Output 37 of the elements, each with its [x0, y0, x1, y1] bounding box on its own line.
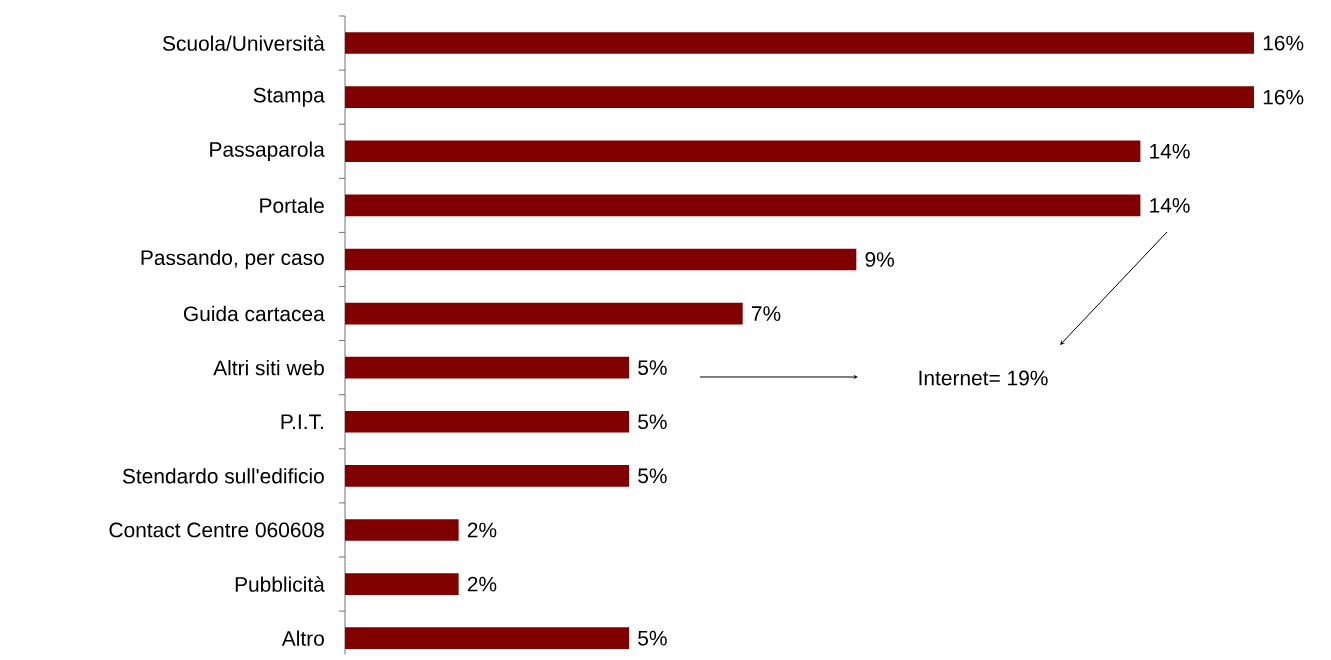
bar — [345, 248, 857, 271]
data-label: 16% — [1263, 35, 1304, 51]
data-label: 9% — [865, 252, 895, 267]
y-tick-label: Passaparola — [210, 141, 325, 161]
data-label: 5% — [638, 414, 667, 430]
data-label: 5% — [638, 630, 667, 646]
y-tick-label: Guida cartacea — [183, 305, 325, 322]
y-tick-label: Altro — [281, 630, 324, 646]
annotation: Internet= 19% — [919, 370, 1048, 386]
bar — [345, 356, 630, 379]
bar — [345, 573, 459, 595]
data-label: 7% — [751, 306, 781, 321]
bar — [345, 140, 1141, 163]
y-tick-label: Pubblicità — [235, 576, 325, 592]
bar — [345, 32, 1255, 54]
data-label: 16% — [1263, 89, 1304, 105]
data-label: 5% — [638, 360, 667, 376]
y-tick-label: Contact Centre 060608 — [109, 522, 324, 538]
bar — [345, 519, 459, 541]
bar — [345, 86, 1255, 108]
y-tick-label: Scuola/Università — [162, 35, 325, 51]
data-label: 14% — [1150, 143, 1190, 159]
data-label: 14% — [1150, 198, 1190, 213]
y-tick-label: Stampa — [253, 87, 325, 107]
bar — [345, 302, 743, 325]
bar — [345, 194, 1141, 217]
y-tick-label: Passando, per caso — [141, 249, 324, 270]
bar — [345, 465, 630, 487]
y-tick-label: Stendardo sull'edificio — [122, 468, 324, 484]
y-tick-label: P.I.T. — [281, 414, 323, 429]
y-tick-label: Altri siti web — [213, 359, 324, 376]
data-label: 2% — [467, 576, 497, 592]
y-tick-label: Portale — [260, 197, 324, 214]
data-label: 2% — [467, 522, 497, 538]
data-label: 5% — [638, 468, 667, 484]
bar — [345, 410, 630, 433]
bar — [345, 627, 630, 649]
